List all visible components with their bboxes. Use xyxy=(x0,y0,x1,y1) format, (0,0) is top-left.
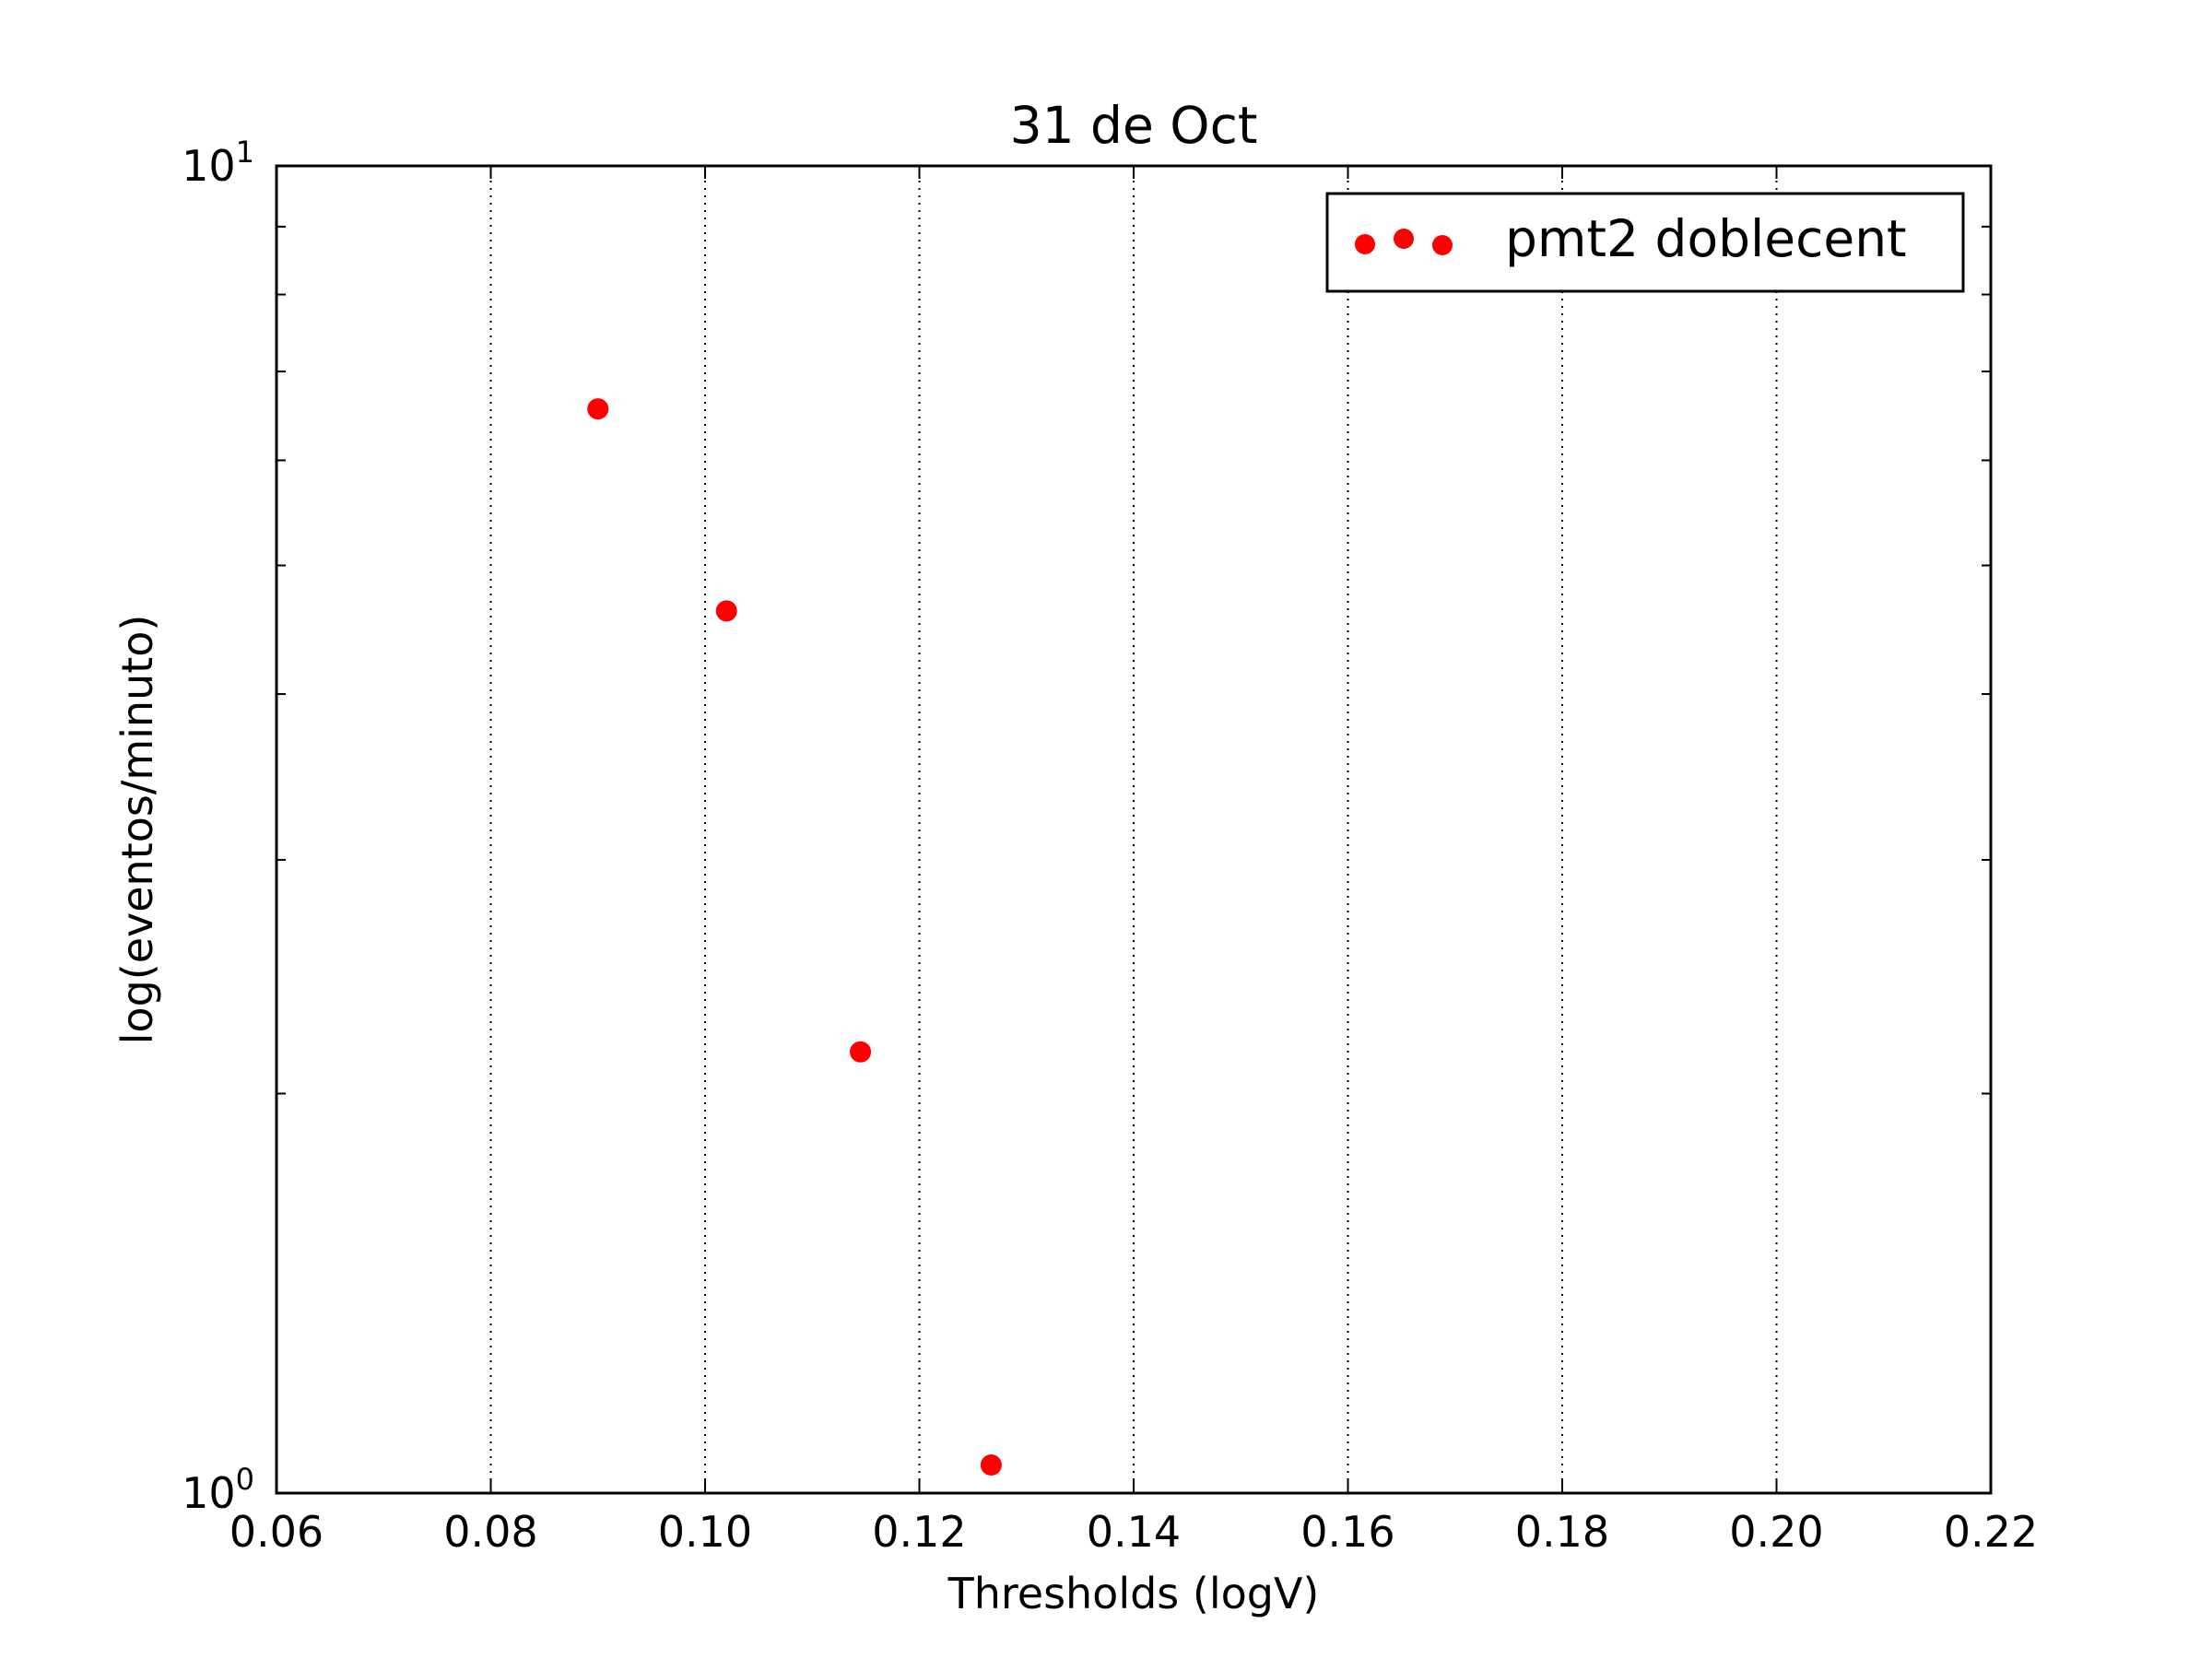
legend-marker-1 xyxy=(1355,234,1375,254)
chart-title: 31 de Oct xyxy=(1010,96,1258,155)
data-point xyxy=(587,398,609,420)
legend-marker-2 xyxy=(1394,229,1414,249)
y-minor-ticks xyxy=(276,225,1991,1095)
x-tick-label: 0.06 xyxy=(229,1507,324,1557)
x-tick-label: 0.16 xyxy=(1300,1507,1394,1557)
x-tick-label: 0.14 xyxy=(1087,1507,1181,1557)
x-ticks: 0.06 0.08 0.10 0.12 0.14 0.16 0.18 0.20 0.22 xyxy=(229,166,2038,1557)
legend: pmt2 doblecent xyxy=(1325,192,1965,293)
grid-lines xyxy=(489,166,1778,1493)
x-tick-label: 0.22 xyxy=(1944,1507,2038,1557)
data-point xyxy=(715,600,737,622)
data-point xyxy=(850,1041,872,1063)
x-axis-label: Thresholds (logV) xyxy=(947,1569,1320,1618)
legend-label: pmt2 doblecent xyxy=(1505,209,1907,268)
plot-frame xyxy=(275,164,1993,1495)
data-point xyxy=(980,1453,1002,1476)
x-tick-label: 0.12 xyxy=(872,1507,966,1557)
x-tick-label: 0.10 xyxy=(658,1507,752,1557)
x-tick-label: 0.08 xyxy=(443,1507,537,1557)
data-points xyxy=(587,398,1002,1476)
legend-marker-3 xyxy=(1432,235,1453,255)
x-tick-label: 0.20 xyxy=(1729,1507,1823,1557)
y-axis-label: log(eventos/minuto) xyxy=(112,615,162,1045)
y-tick-label: 101 xyxy=(182,135,254,191)
x-tick-label: 0.18 xyxy=(1515,1507,1609,1557)
y-tick-label: 100 xyxy=(182,1462,254,1518)
